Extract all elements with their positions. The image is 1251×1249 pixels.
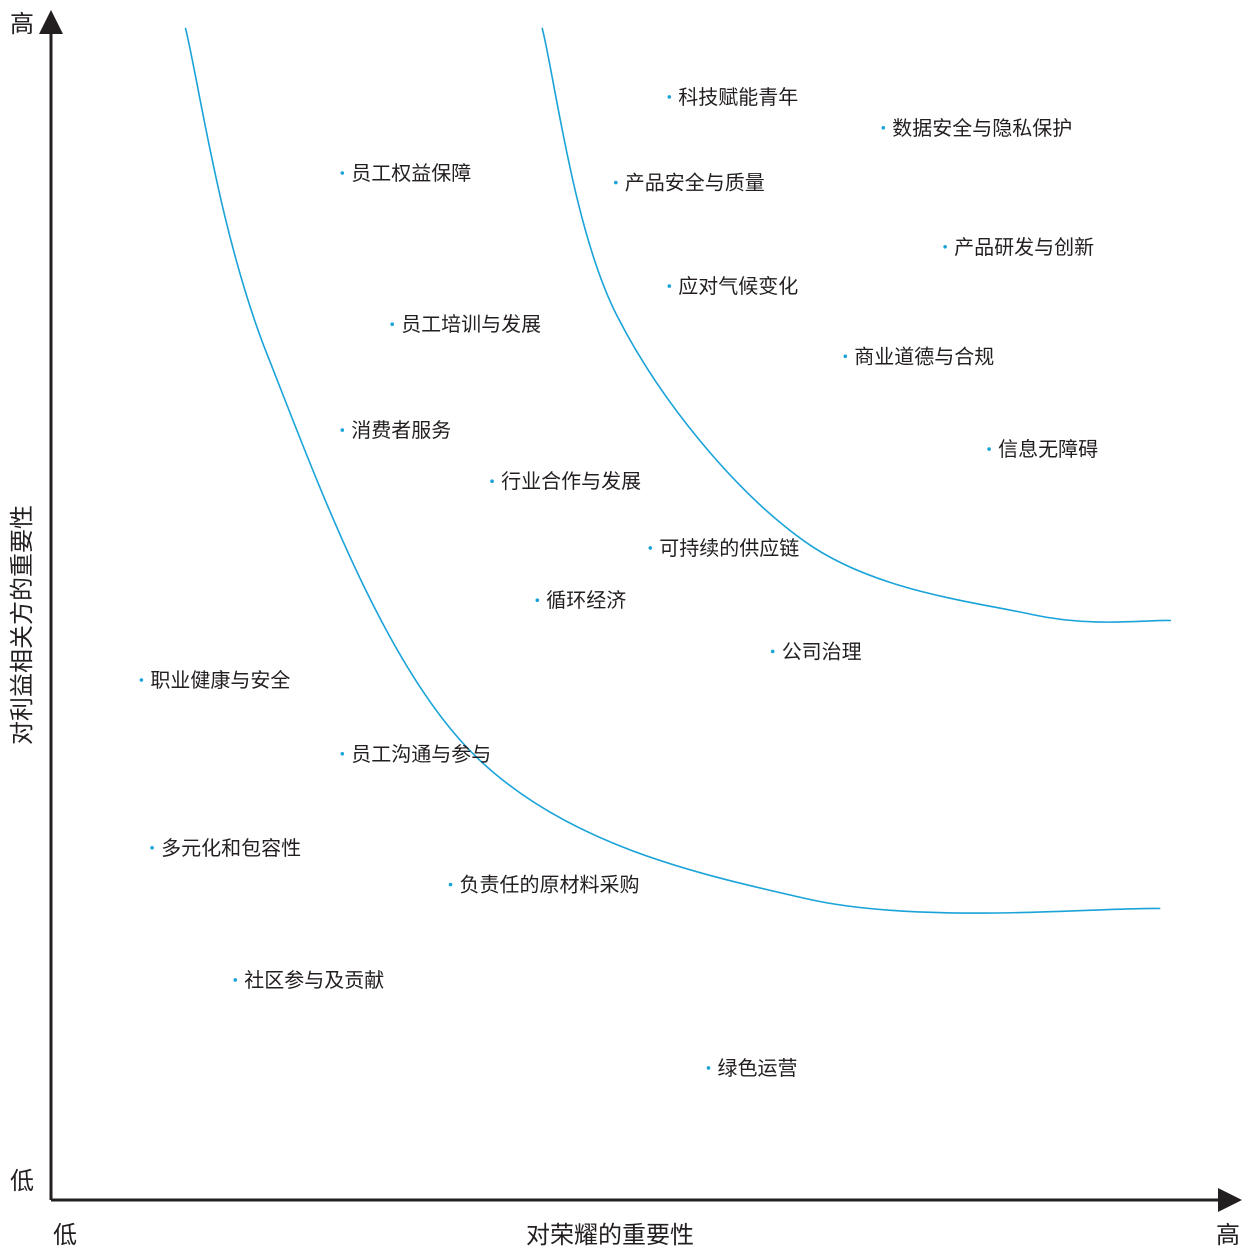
topic-dot	[843, 354, 848, 359]
topic-point: 科技赋能青年	[667, 85, 798, 109]
topic-label: 社区参与及贡献	[244, 968, 384, 992]
topic-dot	[881, 126, 886, 130]
topic-label: 信息无障碍	[998, 437, 1098, 461]
topic-dot	[390, 322, 395, 327]
topic-dot	[535, 598, 540, 602]
topic-label: 数据安全与隐私保护	[892, 116, 1072, 140]
topic-dot	[770, 649, 775, 654]
topic-point: 消费者服务	[340, 418, 451, 442]
topic-label: 员工培训与发展	[401, 312, 541, 336]
topic-point: 绿色运营	[706, 1056, 798, 1080]
threshold-curve-2	[541, 27, 1172, 623]
topic-point: 职业健康与安全	[139, 668, 290, 692]
topic-dot	[614, 180, 618, 185]
topic-point: 数据安全与隐私保护	[881, 116, 1072, 140]
topic-dot	[706, 1066, 711, 1070]
topic-dot	[490, 479, 494, 484]
topic-label: 职业健康与安全	[150, 668, 290, 692]
y-axis-high-label: 高	[10, 10, 34, 38]
topic-dot	[667, 95, 672, 99]
topic-dot	[150, 846, 154, 850]
topic-dot	[667, 284, 672, 288]
topic-label: 循环经济	[546, 588, 626, 612]
topic-label: 产品研发与创新	[954, 235, 1094, 259]
topic-point: 员工培训与发展	[390, 312, 541, 336]
topic-dot	[233, 978, 238, 982]
threshold-curves	[184, 27, 1172, 914]
topic-point: 公司治理	[770, 639, 862, 663]
topic-point: 社区参与及贡献	[233, 968, 384, 992]
topic-dot	[340, 171, 345, 175]
x-axis-arrow	[1218, 1188, 1242, 1212]
x-axis-high-label: 高	[1216, 1221, 1240, 1249]
topic-point: 信息无障碍	[987, 437, 1098, 461]
y-axis-title: 对利益相关方的重要性	[8, 505, 36, 745]
topic-label: 应对气候变化	[678, 274, 798, 298]
topic-label: 科技赋能青年	[678, 85, 798, 109]
topic-label: 商业道德与合规	[854, 344, 994, 368]
topic-dot	[340, 752, 345, 756]
topic-point: 负责任的原材料采购	[448, 873, 640, 897]
axes: 高 低 低 高 对荣耀的重要性 对利益相关方的重要性	[8, 10, 1242, 1249]
topic-point: 多元化和包容性	[150, 836, 301, 860]
topic-dot	[139, 678, 144, 682]
x-axis-title: 对荣耀的重要性	[526, 1221, 694, 1249]
topic-label: 行业合作与发展	[501, 469, 641, 493]
topic-label: 负责任的原材料采购	[460, 873, 640, 897]
y-axis-low-label: 低	[10, 1167, 34, 1195]
threshold-curve-1	[184, 27, 1161, 914]
topic-point: 产品研发与创新	[943, 235, 1094, 259]
topic-label: 员工权益保障	[351, 161, 471, 185]
y-axis-arrow	[39, 10, 63, 34]
topic-point: 应对气候变化	[667, 274, 798, 298]
topic-dot	[943, 245, 947, 249]
topic-point: 行业合作与发展	[490, 469, 641, 493]
topic-dot	[987, 447, 991, 451]
topic-label: 消费者服务	[351, 418, 451, 442]
topic-label: 绿色运营	[718, 1056, 798, 1080]
x-axis-low-label: 低	[53, 1221, 77, 1249]
topic-dot	[448, 882, 453, 887]
topic-label: 员工沟通与参与	[351, 742, 491, 766]
topic-dot	[340, 428, 345, 432]
topic-label: 多元化和包容性	[161, 836, 301, 860]
topic-point: 员工权益保障	[340, 161, 471, 185]
topic-label: 产品安全与质量	[625, 171, 765, 195]
topic-point: 商业道德与合规	[843, 344, 994, 368]
topic-point: 循环经济	[535, 588, 626, 612]
topic-point: 员工沟通与参与	[340, 742, 491, 766]
topic-label: 公司治理	[782, 639, 862, 663]
topic-point: 产品安全与质量	[614, 171, 765, 195]
topic-point: 可持续的供应链	[648, 536, 799, 560]
topic-label: 可持续的供应链	[659, 536, 799, 560]
topic-dot	[648, 546, 653, 550]
